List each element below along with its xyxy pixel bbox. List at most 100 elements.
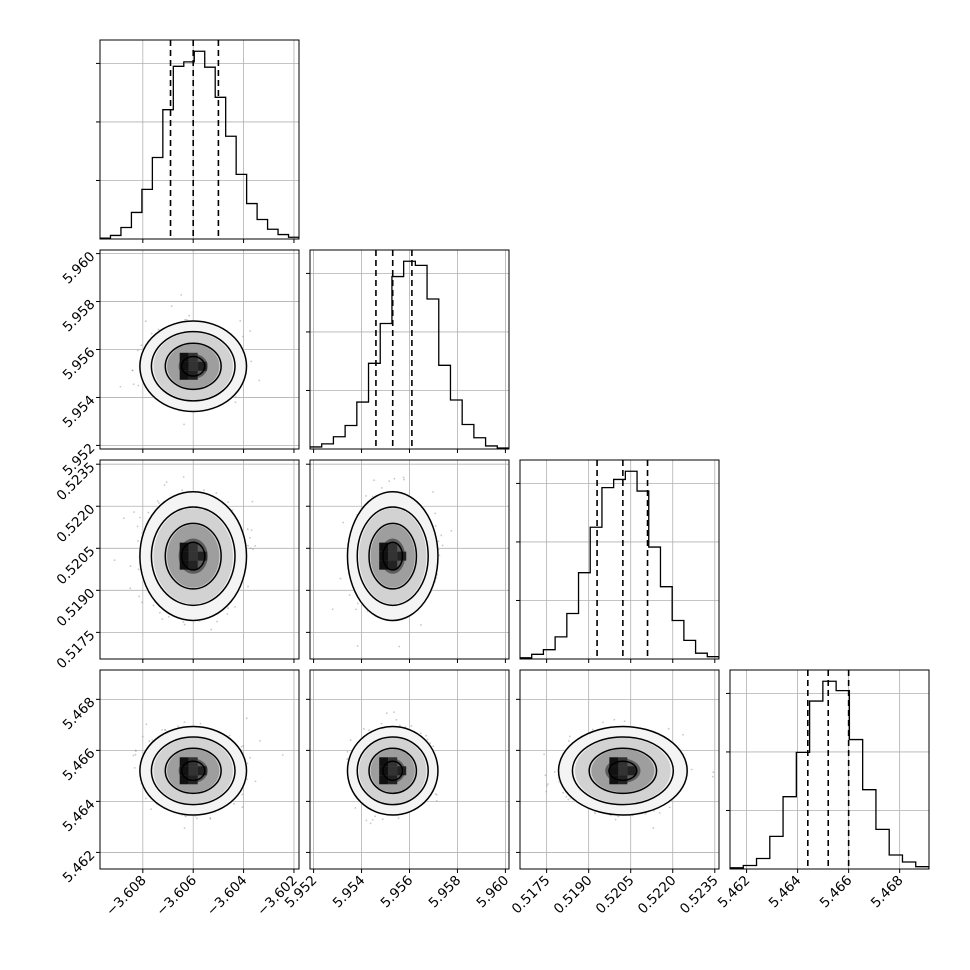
scatter-point	[374, 815, 377, 818]
panel-frame	[519, 669, 720, 870]
scatter-point	[381, 818, 384, 821]
density-cell	[179, 361, 189, 371]
scatter-point	[403, 478, 405, 481]
scatter-point	[163, 484, 166, 486]
scatter-point	[234, 605, 236, 608]
scatter-point	[210, 628, 213, 631]
scatter-point	[181, 489, 184, 492]
scatter-point	[235, 396, 237, 399]
scatter-point	[380, 487, 383, 489]
scatter-point	[199, 722, 202, 725]
y-tick-label: 5.956	[60, 345, 99, 384]
x-tick-label: 5.956	[378, 873, 417, 912]
contour-2	[164, 522, 222, 590]
scatter-point	[342, 521, 345, 524]
scatter-point	[131, 369, 134, 372]
contour-2	[368, 522, 418, 590]
density-cell	[379, 542, 389, 552]
scatter-point	[425, 734, 428, 737]
x-tick-label: 0.5235	[677, 873, 722, 918]
y-tick-label: 5.464	[60, 796, 99, 835]
scatter-point	[161, 618, 164, 620]
scatter-point	[546, 785, 548, 787]
scatter-point	[544, 774, 547, 777]
contour-1	[150, 506, 236, 607]
scatter-point	[246, 762, 249, 765]
histogram-3	[730, 680, 929, 869]
density-cell	[379, 560, 389, 570]
scatter-panel-3-0	[96, 669, 300, 873]
scatter-point	[129, 565, 132, 567]
contour-0	[557, 725, 688, 816]
scatter-point	[136, 349, 139, 352]
scatter-point	[249, 547, 252, 550]
scatter-point	[144, 320, 147, 323]
scatter-point	[254, 780, 257, 783]
y-tick-label: 5.954	[60, 393, 99, 432]
scatter-point	[594, 812, 596, 815]
scatter-point	[150, 332, 153, 335]
density-cell	[397, 551, 407, 561]
scatter-point	[182, 621, 185, 624]
y-tick-label: 0.5175	[54, 627, 99, 672]
scatter-point	[658, 812, 661, 814]
x-tick-label: 5.958	[426, 873, 465, 912]
scatter-point	[346, 758, 349, 761]
scatter-point	[132, 754, 135, 757]
density-cell	[179, 551, 189, 561]
scatter-point	[138, 516, 141, 519]
scatter-point	[562, 791, 565, 794]
scatter-point	[133, 511, 135, 513]
x-tick-label: 0.5205	[593, 873, 638, 918]
scatter-point	[157, 328, 160, 331]
scatter-point	[395, 718, 398, 721]
contour-1	[571, 736, 675, 806]
scatter-point	[613, 718, 616, 721]
scatter-point	[568, 740, 570, 742]
scatter-point	[180, 294, 183, 296]
scatter-point	[652, 827, 655, 829]
scatter-point	[196, 817, 198, 820]
hist-panel-3	[726, 669, 930, 873]
scatter-point	[369, 822, 372, 825]
grid	[520, 670, 719, 869]
scatter-point	[239, 319, 242, 322]
density-cell	[388, 766, 398, 776]
scatter-point	[435, 800, 438, 802]
scatter-point	[545, 790, 548, 793]
scatter-point	[365, 495, 367, 497]
scatter-point	[254, 544, 257, 547]
scatter-point	[281, 754, 284, 756]
scatter-point	[349, 739, 352, 742]
density-cell	[197, 766, 207, 776]
y-tick-label: 5.462	[60, 847, 99, 886]
scatter-point	[136, 525, 139, 528]
scatter-point	[690, 768, 693, 771]
density-cell	[609, 757, 619, 767]
density-cell	[179, 775, 189, 785]
scatter-point	[132, 383, 135, 386]
scatter-point	[177, 725, 180, 728]
scatter-point	[440, 534, 443, 537]
scatter-point	[134, 753, 137, 756]
scatter-panel-3-2	[516, 669, 720, 873]
scatter-point	[137, 540, 139, 542]
scatter-point	[161, 728, 164, 731]
scatter-point	[410, 725, 413, 727]
scatter-point	[547, 783, 549, 785]
scatter-point	[167, 615, 170, 618]
scatter-point	[137, 384, 140, 387]
scatter-point	[227, 607, 230, 610]
density-cell	[388, 560, 398, 570]
y-tick-label: 5.958	[60, 297, 99, 336]
scatter-point	[419, 732, 422, 735]
x-tick-label: 0.5190	[551, 873, 596, 918]
scatter-point	[145, 797, 147, 800]
scatter-point	[113, 559, 116, 562]
grid	[520, 460, 719, 659]
histogram-1	[310, 260, 509, 449]
density-cell	[397, 766, 407, 776]
density-cell	[188, 766, 198, 776]
scatter-point	[419, 624, 422, 626]
